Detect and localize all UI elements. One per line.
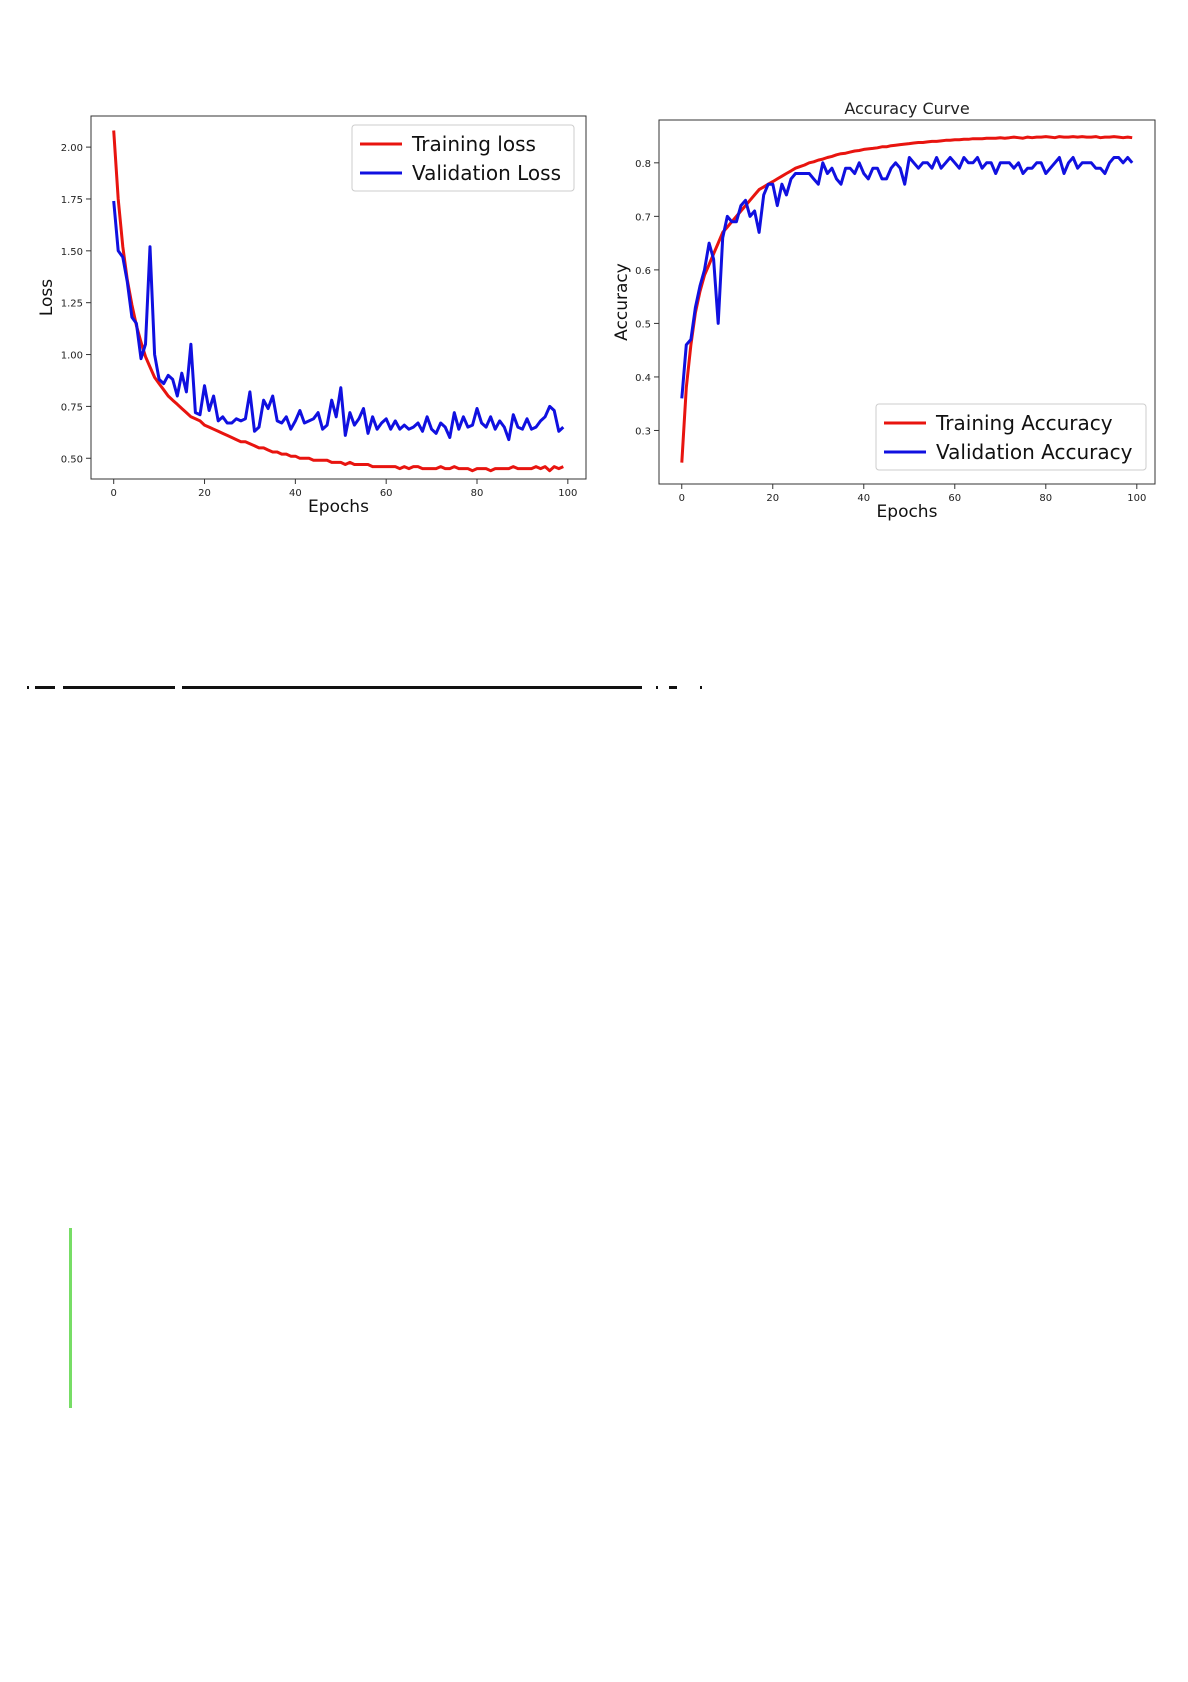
legend-entry: Validation Accuracy	[936, 440, 1133, 464]
x-tick-label: 0	[679, 493, 685, 504]
separator-segment	[182, 686, 642, 689]
y-axis-label: Accuracy	[612, 263, 632, 341]
separator-segment	[700, 686, 702, 689]
series-line-2	[112, 200, 565, 442]
y-tick-label: 0.7	[635, 212, 651, 223]
separator-segment	[27, 686, 29, 689]
plot-frame	[90, 115, 587, 480]
legend-entry: Training Accuracy	[935, 411, 1113, 435]
x-tick-label: 60	[380, 488, 393, 499]
chart-title: Accuracy Curve	[844, 99, 969, 118]
y-tick-label: 1.50	[61, 247, 83, 258]
legend-box	[875, 403, 1147, 471]
x-tick-label: 100	[1127, 493, 1146, 504]
y-tick-label: 2.00	[61, 143, 83, 154]
y-tick-label: 0.50	[61, 454, 83, 465]
x-axis-label: Epochs	[308, 497, 369, 517]
chart-1: 0 20 40 60 80 100 0.50 0.75 1.00 1.25 1.50 1.75 2.00…	[37, 115, 587, 517]
legend-entry: Training loss	[411, 132, 536, 156]
x-tick-label: 40	[857, 493, 870, 504]
plot-frame	[658, 119, 1156, 485]
series-line-1	[680, 135, 1133, 463]
y-tick-label: 0.8	[635, 159, 651, 170]
separator-segment	[63, 686, 175, 689]
y-tick-label: 0.5	[635, 319, 651, 330]
series-line-2	[680, 156, 1134, 399]
x-tick-label: 40	[289, 488, 302, 499]
chart-2: Accuracy Curve 0 20 40 60 80 100 0.3 0.4 0.5 0.6 0.…	[612, 99, 1156, 522]
x-tick-label: 0	[111, 488, 117, 499]
y-tick-label: 1.75	[61, 195, 83, 206]
y-tick-label: 1.25	[61, 299, 83, 310]
separator-segment	[656, 686, 658, 689]
y-axis-label: Loss	[37, 279, 57, 316]
x-tick-label: 80	[471, 488, 484, 499]
legend-entry: Validation Loss	[412, 161, 561, 185]
y-tick-label: 0.4	[635, 373, 651, 384]
separator-segment	[669, 686, 677, 689]
x-tick-label: 100	[558, 488, 577, 499]
y-tick-label: 0.75	[61, 402, 83, 413]
x-tick-label: 60	[948, 493, 961, 504]
y-tick-label: 0.3	[635, 426, 651, 437]
x-tick-label: 20	[198, 488, 211, 499]
separator-segment	[35, 686, 55, 689]
x-tick-label: 20	[766, 493, 779, 504]
y-tick-label: 0.6	[635, 266, 651, 277]
legend-box	[351, 124, 575, 192]
green-margin-bar	[69, 1228, 72, 1408]
x-axis-label: Epochs	[877, 502, 938, 522]
series-line-1	[112, 130, 564, 473]
x-tick-label: 80	[1039, 493, 1052, 504]
y-tick-label: 1.00	[61, 351, 83, 362]
